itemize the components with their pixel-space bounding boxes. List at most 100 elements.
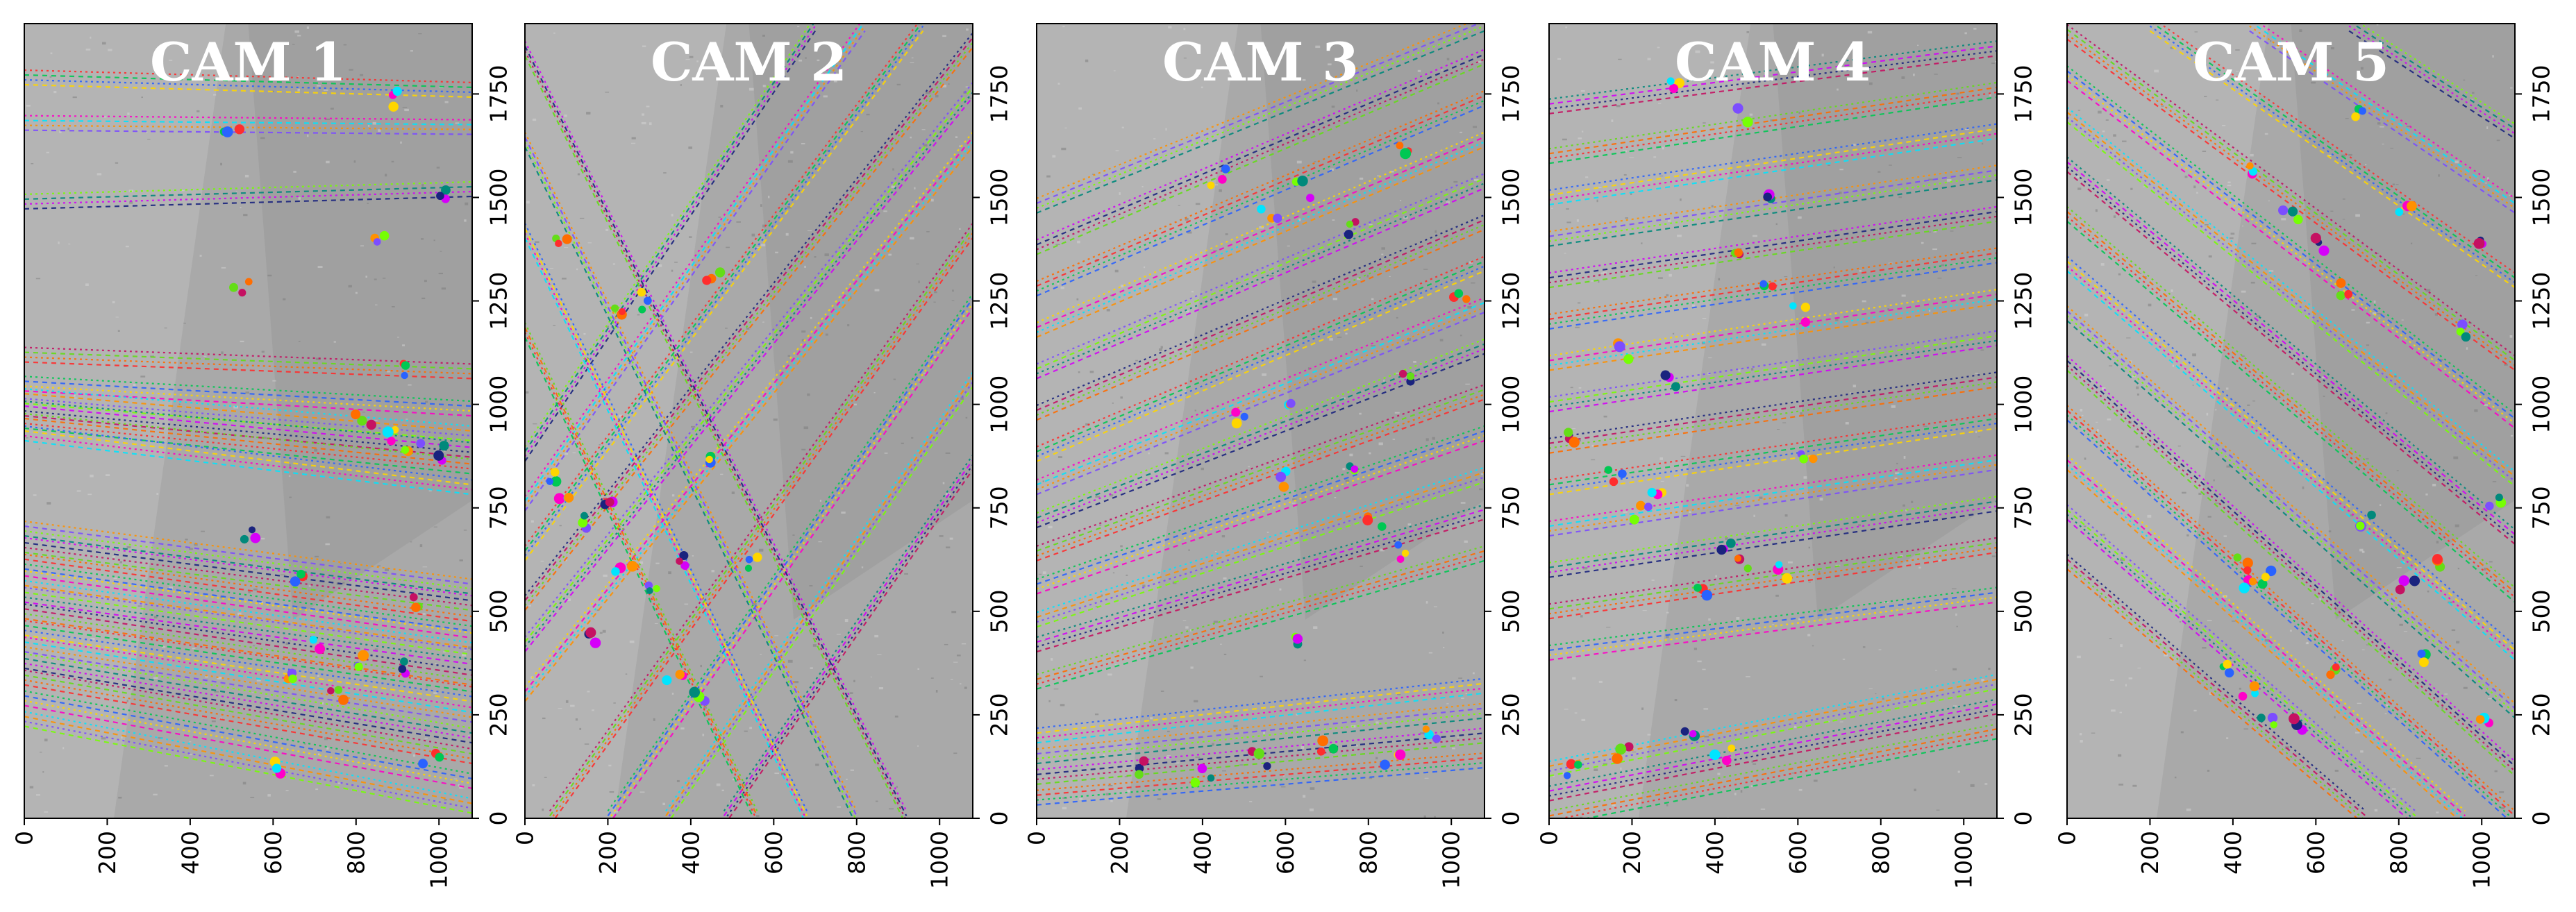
image-texture [756, 815, 760, 818]
image-texture [1808, 546, 1811, 549]
image-texture [2357, 702, 2362, 704]
image-texture [349, 69, 353, 71]
image-texture [1911, 500, 1914, 503]
image-texture [553, 32, 555, 34]
image-texture [1833, 267, 1835, 269]
image-texture [1460, 335, 1462, 337]
image-texture [374, 419, 378, 421]
image-texture [1357, 278, 1361, 280]
track-line [24, 700, 472, 784]
detection-point [2473, 238, 2485, 249]
track-line [24, 725, 472, 814]
image-texture [2264, 133, 2268, 135]
image-texture [153, 793, 158, 796]
image-texture [256, 679, 261, 682]
track-line [1037, 425, 1484, 580]
image-texture [1672, 332, 1675, 335]
image-texture [1575, 326, 1580, 328]
image-texture [874, 634, 879, 638]
track-line [24, 558, 472, 623]
image-texture [2172, 463, 2175, 465]
image-texture [559, 525, 562, 527]
image-texture [1214, 551, 1217, 552]
detection-point [2356, 521, 2365, 530]
image-shade [2291, 24, 2515, 620]
image-texture [631, 137, 636, 140]
y-tick-label: 1500 [2528, 168, 2555, 226]
image-texture [817, 59, 820, 62]
image-texture [101, 737, 106, 740]
track-line [550, 233, 973, 818]
image-texture [38, 448, 40, 450]
image-texture [2351, 309, 2355, 311]
image-texture [1782, 422, 1787, 423]
track-line [1549, 344, 1997, 413]
image-texture [1956, 625, 1958, 627]
track-line [2067, 121, 2515, 487]
image-texture [584, 743, 589, 745]
image-texture [1055, 244, 1060, 245]
image-texture [2359, 548, 2364, 552]
image-texture [1718, 278, 1721, 280]
detection-point [1221, 164, 1230, 174]
image-texture [684, 603, 689, 605]
image-texture [944, 643, 948, 645]
track-line [2067, 205, 2515, 589]
x-tick-label: 800 [1867, 831, 1894, 875]
image-texture [1309, 378, 1313, 380]
image-texture [2365, 164, 2367, 166]
track-line [24, 346, 472, 365]
image-texture [189, 741, 192, 743]
image-texture [1933, 231, 1937, 233]
image-texture [392, 750, 395, 752]
image-texture [1749, 113, 1753, 116]
detection-point [646, 587, 653, 595]
image-texture [29, 786, 34, 788]
image-texture [1453, 180, 1458, 183]
image-texture [1042, 480, 1044, 482]
track-line [525, 131, 858, 811]
image-texture [1094, 713, 1099, 716]
image-texture [261, 351, 265, 353]
image-texture [762, 35, 765, 37]
track-line [525, 24, 923, 552]
image-texture [1095, 606, 1098, 607]
track-line [24, 129, 472, 135]
image-texture [1062, 807, 1067, 810]
image-texture [1060, 286, 1064, 289]
image-texture [1375, 757, 1378, 759]
detection-point [1317, 735, 1329, 747]
image-texture [889, 808, 894, 810]
image-texture [846, 778, 848, 780]
image-texture [169, 59, 173, 61]
image-texture [1342, 468, 1346, 471]
image-texture [1158, 348, 1162, 351]
image-texture [1191, 291, 1194, 293]
image-texture [1928, 309, 1931, 312]
image-texture [1744, 536, 1746, 537]
image-texture [1296, 160, 1302, 164]
image-texture [1750, 785, 1755, 788]
image-texture [424, 280, 427, 282]
image-texture [1708, 357, 1712, 359]
track-line [24, 591, 472, 656]
image-texture [1578, 137, 1582, 140]
image-texture [1141, 185, 1144, 187]
image-texture [126, 546, 131, 548]
detection-point [1763, 192, 1772, 202]
image-texture [1472, 126, 1477, 128]
image-texture [1219, 189, 1222, 192]
detection-point [388, 101, 399, 112]
image-texture [141, 96, 143, 99]
image-texture [2396, 470, 2399, 471]
image-texture [2207, 620, 2212, 622]
detection-point [2417, 650, 2426, 658]
image-texture [1553, 776, 1555, 777]
camera-panel-3: 0 200 400 600 800 100002505007501000125015001… [1023, 23, 1525, 889]
detection-point [382, 426, 394, 438]
image-texture [1160, 690, 1164, 692]
detection-point [2432, 554, 2443, 564]
image-texture [1957, 157, 1962, 158]
image-texture [1168, 26, 1172, 29]
image-texture [608, 764, 612, 767]
